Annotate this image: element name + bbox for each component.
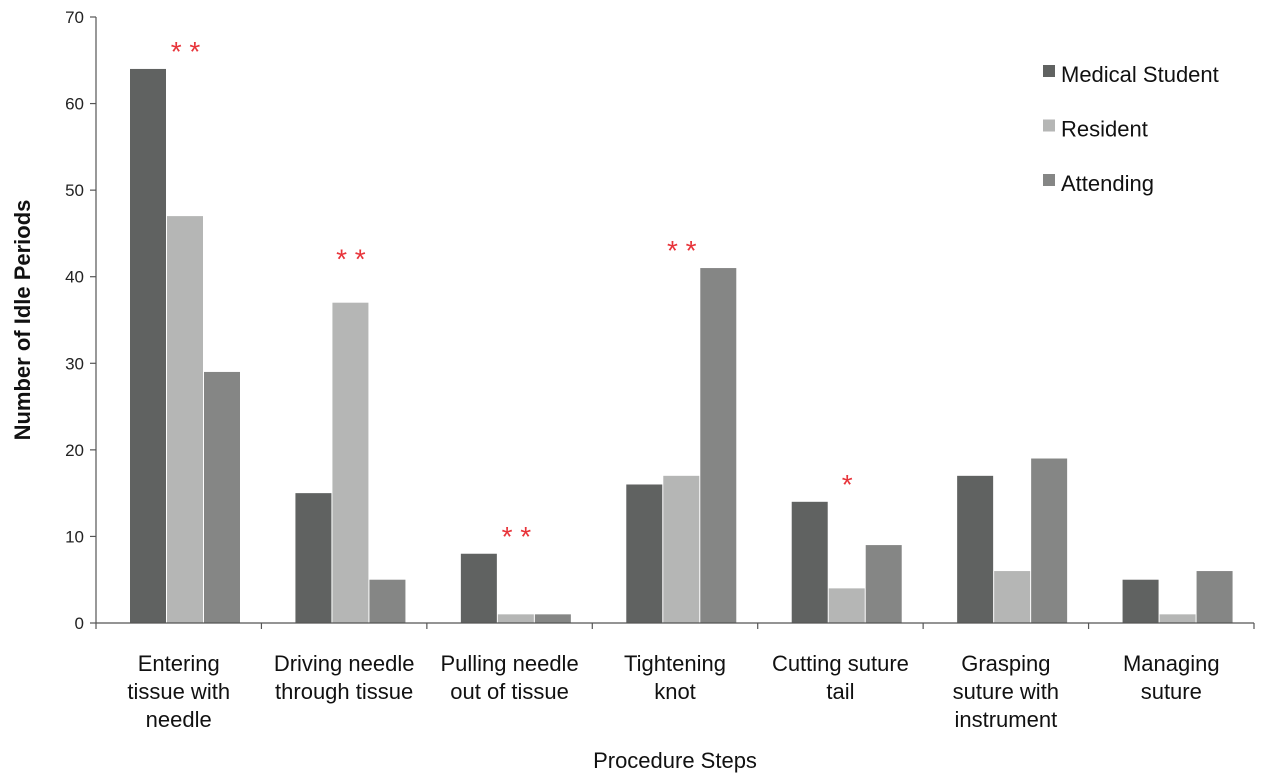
category-label-line: instrument	[954, 707, 1057, 732]
y-tick-label: 20	[65, 441, 84, 460]
bar-attending-1	[369, 579, 406, 623]
bar-resident-4	[828, 588, 865, 623]
bar-medical-student-0	[130, 68, 166, 623]
significance-group: * * * * * * * * *	[171, 36, 853, 552]
y-tick-label: 30	[65, 354, 84, 373]
category-label-line: Tightening	[624, 651, 726, 676]
bar-attending-3	[700, 268, 737, 623]
bar-resident-1	[332, 302, 369, 623]
category-label-line: Driving needle	[274, 651, 415, 676]
category-label-line: Cutting suture	[772, 651, 909, 676]
bar-resident-5	[994, 571, 1031, 623]
category-label-line: Grasping	[961, 651, 1050, 676]
legend-swatch-medical-student	[1043, 65, 1055, 77]
category-label-4: Cutting suture tail	[772, 651, 909, 704]
bars-group	[130, 68, 1233, 623]
bar-attending-6	[1196, 571, 1233, 623]
bar-attending-5	[1031, 458, 1068, 623]
category-label-line: Pulling needle	[440, 651, 578, 676]
significance-marker-3: * *	[667, 235, 697, 266]
category-label-line: Entering	[138, 651, 220, 676]
category-label-line: Managing	[1123, 651, 1220, 676]
category-label-3: Tightening knot	[624, 651, 726, 704]
legend-label-attending: Attending	[1061, 171, 1154, 196]
category-label-5: Grasping suture with instrument	[953, 651, 1059, 732]
significance-marker-2: * *	[502, 521, 532, 552]
significance-marker-1: * *	[336, 244, 366, 275]
category-label-6: Managing suture	[1123, 651, 1220, 704]
category-label-line: through tissue	[275, 679, 413, 704]
category-label-line: knot	[654, 679, 696, 704]
bar-resident-0	[167, 216, 203, 623]
legend-swatch-attending	[1043, 174, 1055, 186]
category-labels-group: Entering tissue with needle Driving needle t…	[127, 651, 1219, 732]
category-label-line: out of tissue	[450, 679, 569, 704]
y-tick-label: 0	[75, 614, 84, 633]
bar-attending-0	[204, 371, 240, 623]
bar-medical-student-5	[957, 475, 994, 623]
bar-resident-3	[663, 475, 700, 623]
category-label-line: needle	[146, 707, 212, 732]
bar-medical-student-1	[295, 493, 332, 623]
y-tick-label: 50	[65, 181, 84, 200]
bar-medical-student-3	[626, 484, 663, 623]
x-axis-title: Procedure Steps	[593, 748, 757, 773]
bar-resident-2	[497, 614, 534, 623]
category-label-line: suture	[1141, 679, 1202, 704]
legend-swatch-resident	[1043, 119, 1055, 132]
bar-medical-student-6	[1122, 579, 1159, 623]
category-label-line: suture with	[953, 679, 1059, 704]
legend-label-resident: Resident	[1061, 117, 1148, 142]
bar-medical-student-4	[791, 501, 828, 623]
bar-attending-4	[865, 545, 902, 623]
y-tick-label: 40	[65, 268, 84, 287]
category-label-line: tail	[826, 679, 854, 704]
significance-marker-0: * *	[171, 36, 201, 67]
y-axis-title: Number of Idle Periods	[10, 200, 35, 441]
significance-marker-4: *	[842, 469, 853, 500]
category-label-line: tissue with	[127, 679, 230, 704]
legend-label-medical-student: Medical Student	[1061, 62, 1219, 87]
legend: Medical Student Resident Attending	[1043, 62, 1219, 196]
bar-resident-6	[1159, 614, 1196, 623]
bar-attending-2	[534, 614, 571, 623]
y-tick-labels-group: 0 10 20 30 40 50 60 70	[65, 8, 84, 633]
y-tick-label: 70	[65, 8, 84, 27]
y-tick-label: 10	[65, 527, 84, 546]
category-label-2: Pulling needle out of tissue	[440, 651, 578, 704]
category-label-1: Driving needle through tissue	[274, 651, 415, 704]
bar-medical-student-2	[460, 553, 497, 623]
axes-group	[90, 16, 1255, 629]
y-tick-label: 60	[65, 95, 84, 114]
category-label-0: Entering tissue with needle	[127, 651, 230, 732]
